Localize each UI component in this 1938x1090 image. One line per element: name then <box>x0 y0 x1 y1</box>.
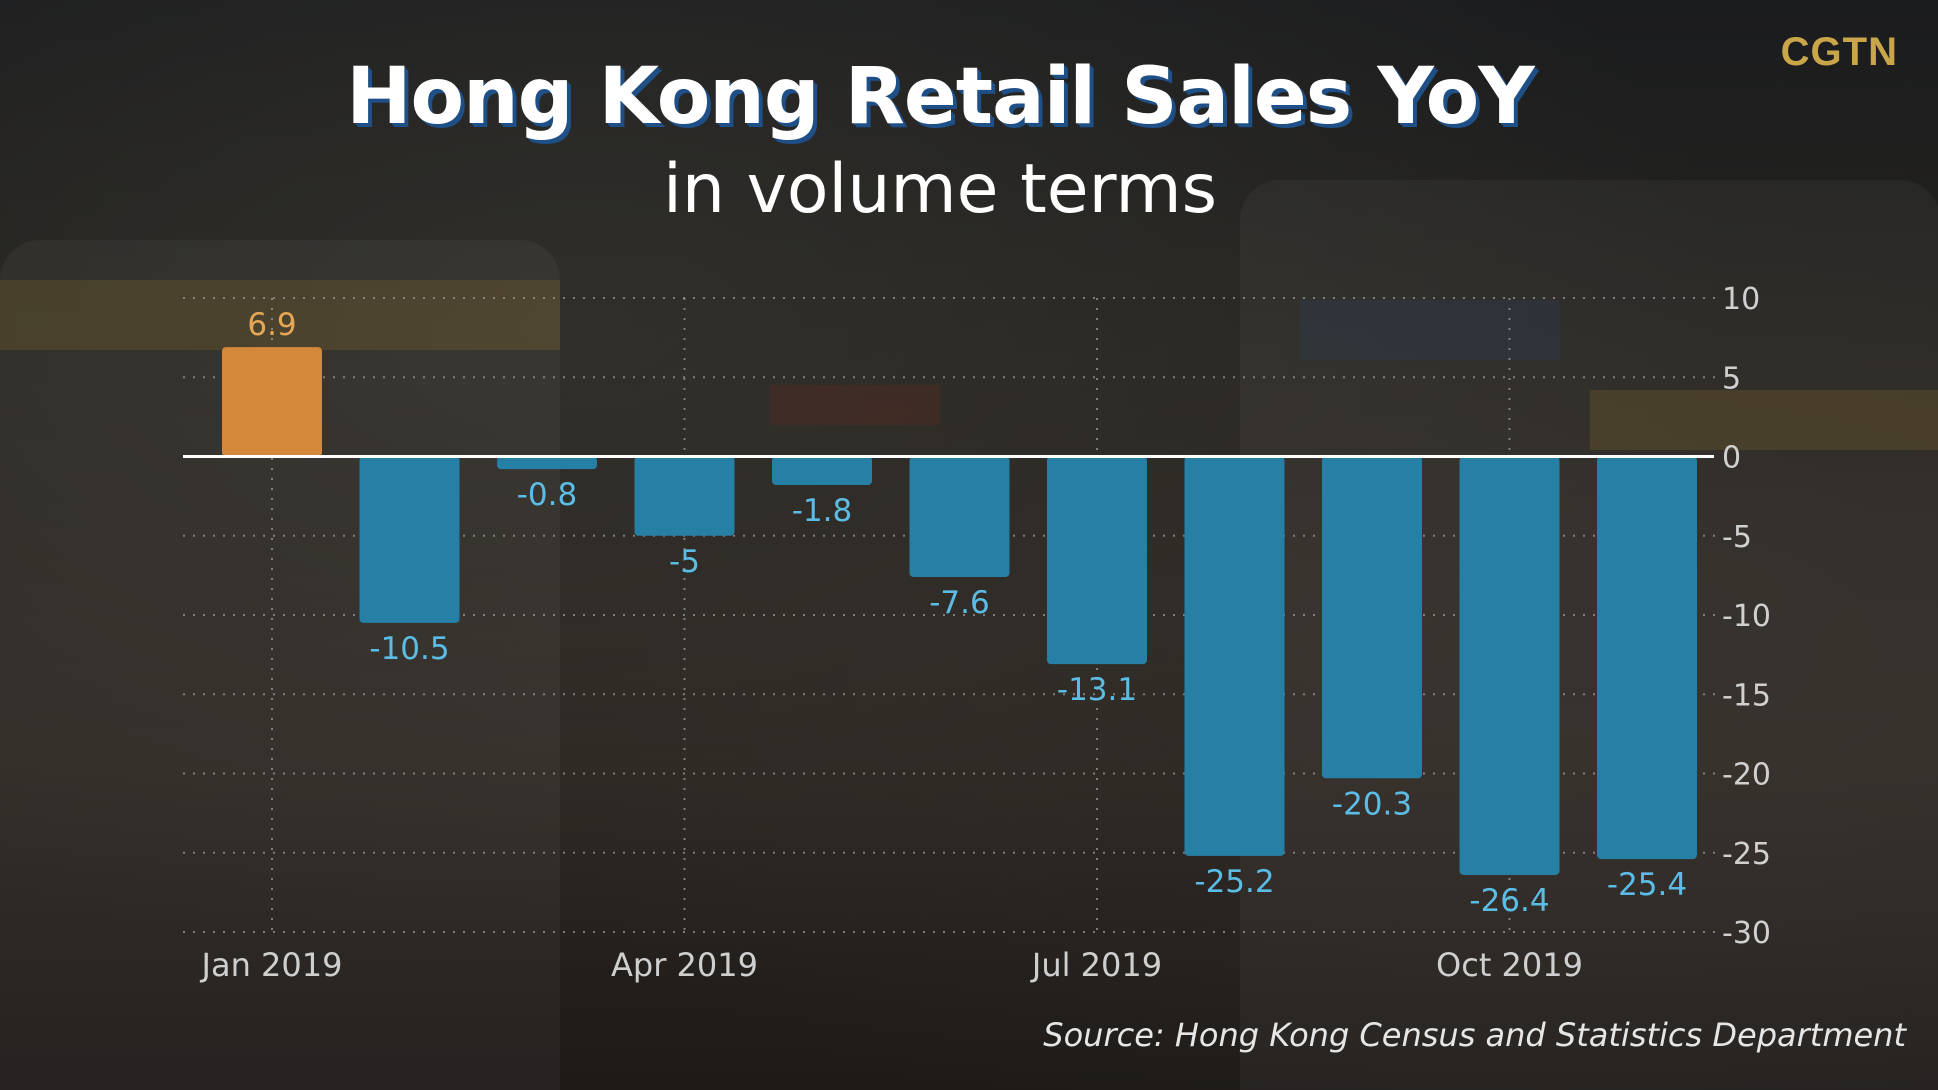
value-labels: 6.9 -10.5 -0.8 -5 -1.8 -7.6 -13.1 -25.2 -20.3 -26… <box>247 307 1687 919</box>
source-note: Source: Hong Kong Census and Statistics … <box>1043 1016 1906 1054</box>
x-tick-label: Oct 2019 <box>1436 946 1583 984</box>
y-tick-label: -30 <box>1722 916 1771 951</box>
background-sign <box>1590 390 1938 450</box>
data-label: -0.8 <box>517 477 578 513</box>
bar <box>359 456 460 623</box>
y-tick-label: -25 <box>1722 837 1771 872</box>
data-label: -1.8 <box>792 493 853 529</box>
bar <box>1322 456 1422 779</box>
bars <box>222 347 1697 875</box>
background-sign <box>770 385 940 425</box>
bar <box>909 456 1010 577</box>
chart-subtitle: in volume terms <box>662 150 1218 229</box>
data-label: -25.4 <box>1607 867 1687 903</box>
data-label: 6.9 <box>247 307 296 343</box>
chart-title: Hong Kong Retail Sales YoY <box>346 52 1535 142</box>
data-label: -26.4 <box>1469 883 1549 919</box>
bar <box>634 456 735 536</box>
bar <box>497 456 597 470</box>
background-sign <box>1300 300 1560 360</box>
bar <box>1597 456 1697 860</box>
y-tick-label: 5 <box>1722 361 1741 396</box>
data-label: -20.3 <box>1332 786 1412 822</box>
bar <box>1459 456 1560 875</box>
x-tick-label: Jul 2019 <box>1030 946 1162 984</box>
data-label: -25.2 <box>1194 864 1274 900</box>
cgtn-logo: CGTN <box>1780 30 1898 74</box>
x-axis: Jan 2019 Apr 2019 Jul 2019 Oct 2019 <box>200 946 1583 984</box>
data-label: -10.5 <box>369 631 449 667</box>
y-tick-label: 0 <box>1722 441 1741 476</box>
y-tick-label: -15 <box>1722 678 1771 713</box>
data-label: -7.6 <box>929 585 990 621</box>
bar <box>1184 456 1285 856</box>
y-tick-label: -5 <box>1722 520 1752 555</box>
bar <box>1047 456 1147 665</box>
data-label: -13.1 <box>1057 672 1137 708</box>
x-tick-label: Apr 2019 <box>611 946 758 984</box>
y-tick-label: -10 <box>1722 599 1771 634</box>
y-tick-label: -20 <box>1722 758 1771 793</box>
data-label: -5 <box>669 544 700 580</box>
background-sign <box>0 280 560 350</box>
bar <box>772 456 872 486</box>
x-tick-label: Jan 2019 <box>200 946 343 984</box>
bar <box>222 347 322 457</box>
y-axis: 10 5 0 -5 -10 -15 -20 -25 -30 <box>1722 282 1771 951</box>
y-tick-label: 10 <box>1722 282 1760 317</box>
